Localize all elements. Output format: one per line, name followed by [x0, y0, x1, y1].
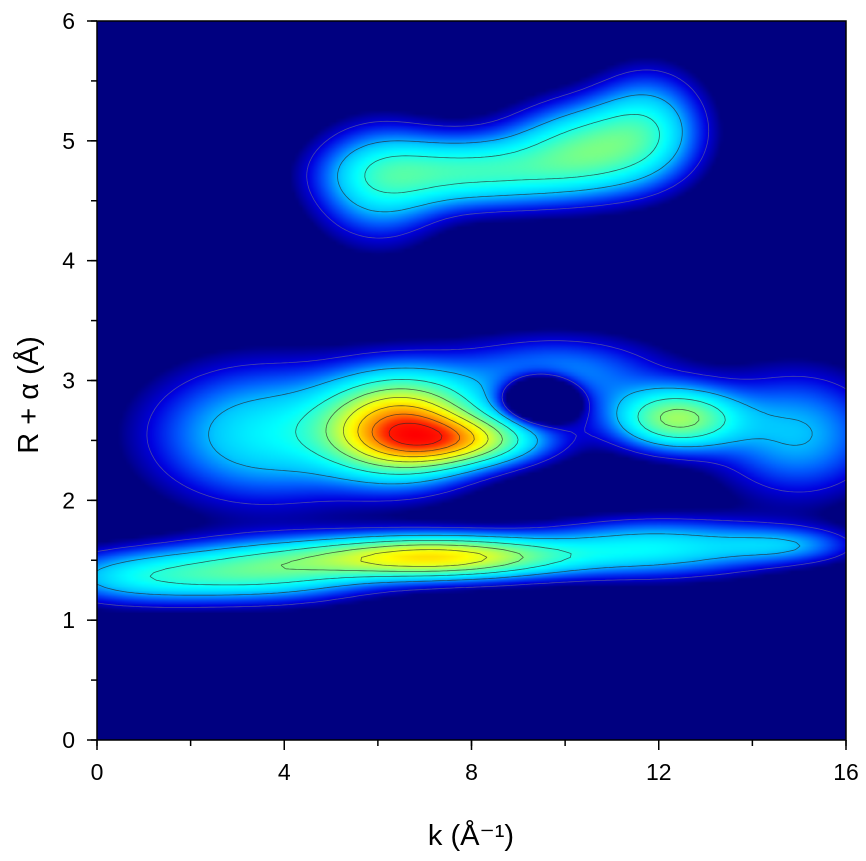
y-tick-label: 3: [62, 368, 75, 394]
y-tick-label: 2: [62, 487, 75, 513]
x-axis-label: k (Å⁻¹): [428, 819, 514, 852]
x-tick-label: 8: [465, 759, 478, 785]
contour-line: [149, 114, 726, 586]
contour-line: [97, 94, 813, 596]
y-tick-label: 0: [62, 727, 75, 753]
y-tick-label: 6: [62, 8, 75, 34]
heatmap-surface: [97, 21, 846, 740]
y-tick-label: 5: [62, 128, 75, 154]
contour-lines: [97, 69, 846, 608]
x-tick-label: 4: [278, 759, 291, 785]
x-tick-label: 12: [646, 759, 672, 785]
y-tick-label: 1: [62, 607, 75, 633]
contour-line: [343, 397, 489, 567]
y-tick-label: 4: [62, 248, 75, 274]
x-tick-label: 0: [91, 759, 104, 785]
y-axis-label: R + α (Å): [12, 336, 45, 453]
y-axis-ticks: 0 1 2 3 4 5 6: [62, 8, 97, 753]
contour-line: [357, 405, 475, 458]
contour-line: [371, 413, 460, 452]
x-axis-ticks: 0 4 8 12 16: [91, 740, 859, 785]
x-tick-label: 16: [833, 759, 859, 785]
contour-line: [388, 422, 443, 446]
contour-line: [97, 69, 846, 608]
contour-line: [280, 388, 700, 572]
